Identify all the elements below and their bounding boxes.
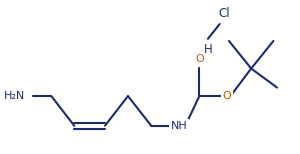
Text: H: H [204, 43, 213, 56]
Text: Cl: Cl [218, 7, 230, 20]
Text: H₂N: H₂N [3, 91, 25, 101]
Text: NH: NH [171, 121, 188, 131]
Text: O: O [223, 91, 232, 101]
Text: O: O [195, 54, 204, 64]
